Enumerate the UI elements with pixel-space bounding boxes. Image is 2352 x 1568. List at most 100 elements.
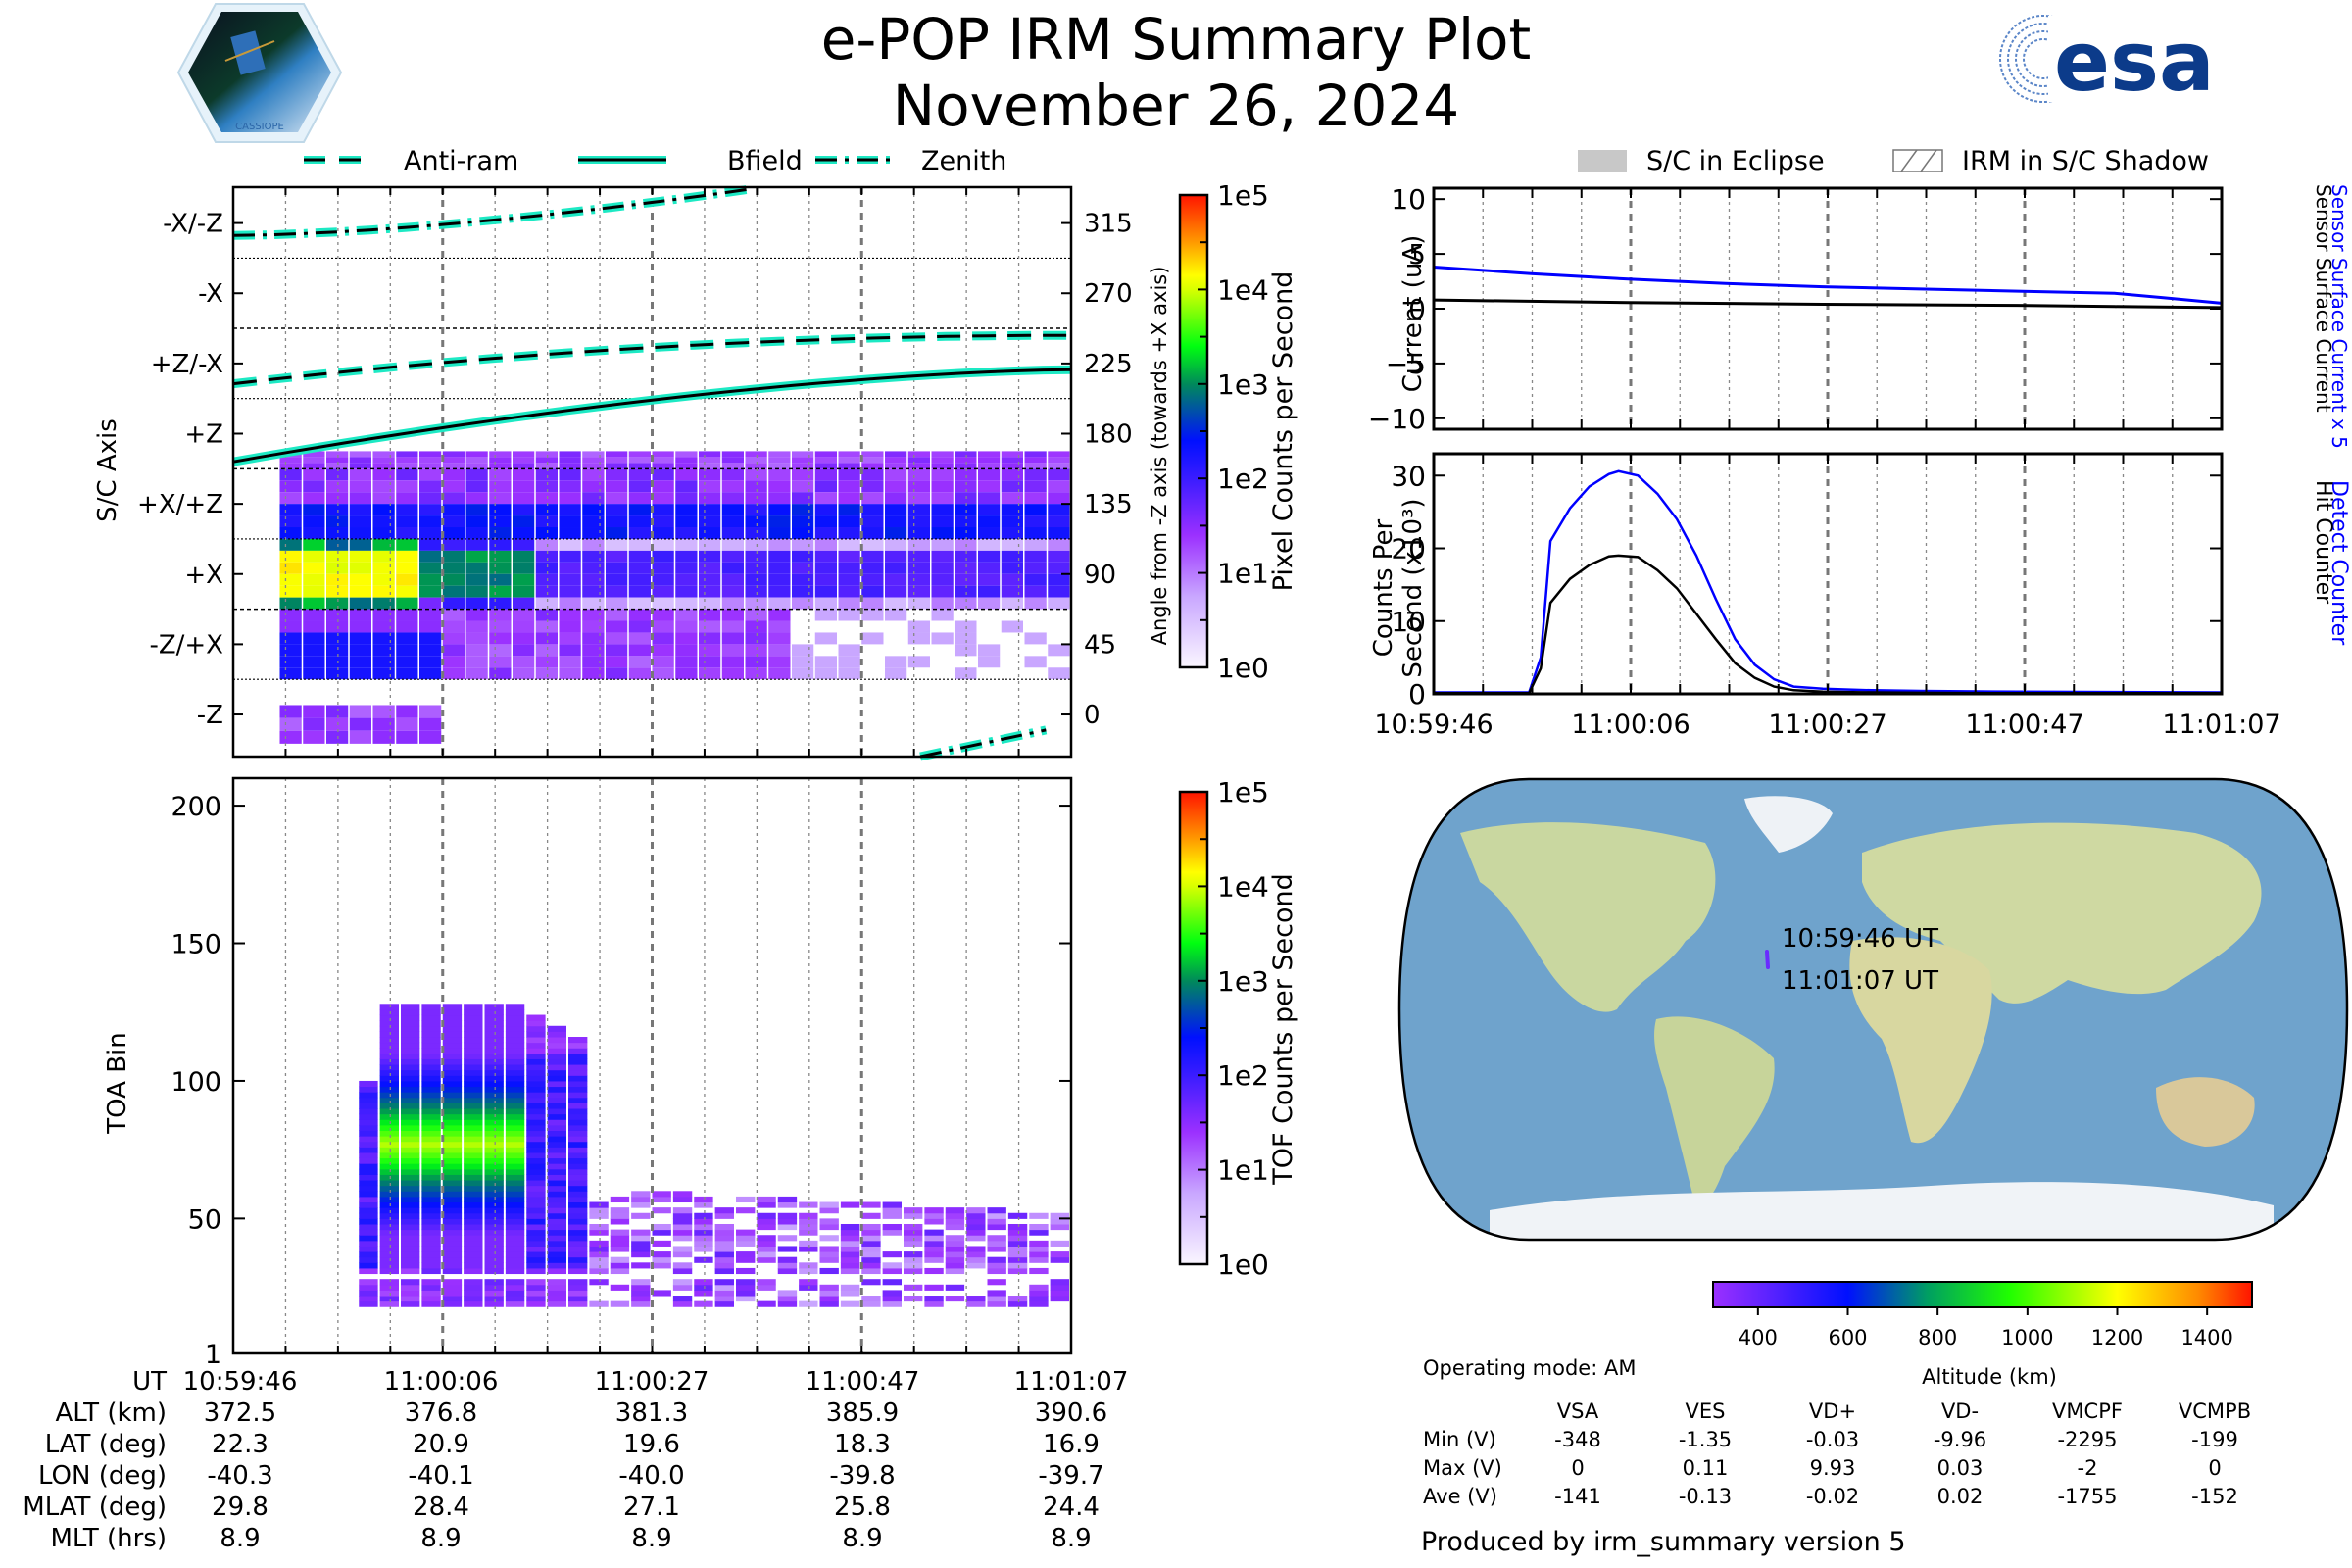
tof-count-cell (484, 1130, 504, 1137)
pixel-count-cell (978, 451, 1001, 458)
pixel-count-cell (419, 585, 442, 598)
pixel-count-cell (1024, 585, 1047, 598)
tof-count-cell (652, 1191, 671, 1198)
sc-axis-angle-tick: 180 (1084, 420, 1133, 450)
toa-frame (231, 776, 1073, 1355)
tof-count-cell (631, 1284, 651, 1291)
tof-count-cell (379, 1168, 399, 1175)
tof-count-cell (484, 1223, 504, 1231)
pixel-count-cell (303, 515, 325, 528)
tof-count-cell (1007, 1212, 1028, 1219)
zenith-line-halo (232, 184, 754, 240)
pixel-count-cell (955, 550, 977, 563)
pixel-count-cell (628, 585, 651, 598)
tof-count-cell (359, 1130, 378, 1137)
tof-count-cell (484, 1180, 504, 1187)
pixel-count-cell (1024, 527, 1047, 539)
tof-count-cell (568, 1042, 588, 1049)
pixel-count-cell (372, 585, 395, 598)
tof-count-cell (442, 1163, 463, 1170)
pixel-count-cell (535, 609, 558, 621)
pixel-count-cell (349, 667, 371, 680)
tof-count-cell (568, 1174, 588, 1181)
time-tick-label: 11:00:47 (1965, 710, 2083, 740)
pixel-count-cell (652, 597, 674, 610)
pixel-count-cell (372, 480, 395, 493)
tof-count-cell (924, 1256, 944, 1263)
pixel-count-cell (1048, 468, 1070, 481)
pixel-count-cell (838, 468, 860, 481)
tof-count-cell (464, 1014, 483, 1021)
pixel-count-cell (745, 562, 767, 574)
world-map[interactable]: 10:59:46 UT 11:01:07 UT (1392, 774, 2352, 1245)
pixel-count-cell (513, 468, 535, 481)
pixel-count-cell (326, 644, 349, 657)
tof-count-cell (505, 1086, 525, 1093)
pixel-count-cell (721, 527, 744, 539)
pixel-count-cell (885, 656, 907, 668)
pixel-count-cell (279, 550, 302, 563)
pixel-count-cell (326, 620, 349, 633)
tof-count-cell (526, 1168, 546, 1175)
tof-count-cell (568, 1086, 588, 1093)
tof-count-cell (568, 1058, 588, 1065)
pixel-count-cell (931, 504, 954, 516)
pixel-count-cell (535, 457, 558, 464)
tof-count-cell (631, 1196, 651, 1203)
pixel-count-cell (535, 620, 558, 633)
pixel-count-cell (721, 504, 744, 516)
tof-count-cell (526, 1130, 546, 1137)
pixel-count-cell (535, 585, 558, 598)
tof-count-cell (1029, 1246, 1049, 1252)
tof-count-cell (547, 1119, 566, 1126)
tof-count-cell (359, 1092, 378, 1099)
pixel-count-cell (675, 468, 698, 481)
tof-count-cell (526, 1180, 546, 1187)
tof-count-cell (484, 1185, 504, 1192)
colorbar-tick-label: 1e3 (1217, 368, 1269, 401)
tof-count-cell (421, 1300, 441, 1307)
tof-count-cell (672, 1207, 693, 1214)
tof-count-cell (777, 1300, 798, 1307)
tof-count-cell (799, 1246, 818, 1252)
pixel-count-cell (279, 705, 302, 718)
pixel-count-cell (303, 585, 325, 598)
pixel-count-cell (466, 609, 488, 621)
tof-count-cell (631, 1212, 651, 1219)
tof-count-cell (1007, 1240, 1028, 1247)
tof-count-cell (840, 1267, 860, 1275)
pixel-count-cell (955, 504, 977, 516)
ytick-label: −10 (1368, 403, 1426, 435)
pixel-count-cell (675, 573, 698, 586)
tof-count-cell (526, 1284, 546, 1291)
tof-count-cell (442, 1262, 463, 1269)
pixel-count-cell (861, 468, 884, 481)
tof-count-cell (568, 1256, 588, 1263)
pixel-count-cell (349, 504, 371, 516)
pixel-count-cell (768, 656, 791, 668)
pixel-count-cell (978, 480, 1001, 493)
tof-count-cell (505, 1229, 525, 1236)
legend-bfield-label: Bfield (727, 146, 803, 176)
tof-count-cell (379, 1279, 399, 1286)
pixel-count-cell (442, 527, 465, 539)
tof-count-cell (861, 1223, 881, 1231)
map-start-label: 10:59:46 UT (1782, 924, 1938, 954)
pixel-count-cell (955, 573, 977, 586)
tof-count-cell (904, 1284, 923, 1291)
tof-count-cell (819, 1300, 839, 1307)
pixel-count-cell (349, 730, 371, 744)
counts-ylabel-1: Counts Per (1369, 518, 1398, 657)
tof-count-cell (777, 1256, 798, 1263)
pixel-count-cell (303, 504, 325, 516)
pixel-count-cell (419, 515, 442, 528)
pixel-count-cell (675, 667, 698, 680)
pixel-count-cell (559, 492, 581, 505)
pixel-count-cell (489, 538, 512, 551)
pixel-count-cell (861, 597, 884, 610)
tof-count-cell (484, 1284, 504, 1291)
tof-count-cell (401, 1163, 420, 1170)
pixel-count-cell (535, 656, 558, 668)
pixel-count-cell (907, 468, 930, 481)
tof-count-cell (505, 1130, 525, 1137)
